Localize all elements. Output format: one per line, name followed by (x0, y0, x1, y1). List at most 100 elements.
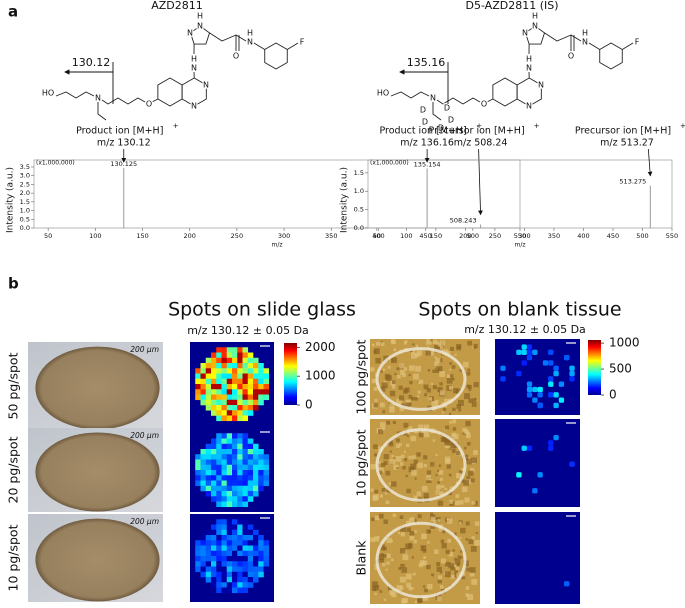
ms-pixel (221, 363, 228, 369)
tissue-texture (449, 362, 452, 365)
tissue-texture (383, 355, 389, 362)
ms-pixel (226, 587, 233, 594)
tissue-texture (424, 393, 428, 397)
ms-pixel (216, 454, 222, 460)
ms-pixel (221, 480, 228, 487)
ms-pixel (263, 561, 270, 567)
ms-pixel (226, 384, 233, 390)
ms-pixel (226, 438, 233, 445)
ms-pixel (237, 464, 243, 471)
ms-pixel (226, 519, 233, 525)
ms-pixel (532, 349, 538, 355)
ms-pixel (258, 535, 264, 541)
ms-pixel (226, 501, 233, 508)
ms-pixel (216, 496, 222, 502)
ms-pixel (553, 434, 559, 441)
ms-pixel (263, 394, 270, 401)
tissue-texture (392, 513, 397, 518)
ms-pixel (253, 480, 259, 487)
ms-pixel (216, 566, 222, 573)
ms-pixel (211, 410, 217, 416)
y-tick-label: 3.0 (20, 172, 30, 180)
tissue-texture (410, 517, 414, 521)
tissue-texture (439, 477, 443, 481)
ms-pixel (211, 378, 217, 385)
ms-pixel (258, 454, 264, 460)
ms-pixel (253, 389, 259, 395)
tissue-texture (451, 365, 456, 369)
tissue-texture (383, 460, 388, 465)
tissue-texture (415, 365, 422, 372)
tissue-texture (437, 575, 443, 580)
ms-pixel (232, 556, 238, 562)
tissue-texture (380, 370, 383, 373)
ms-pixel (532, 386, 538, 393)
spot-ring (375, 347, 467, 411)
ms-pixel (242, 443, 249, 450)
tissue-texture (442, 411, 445, 414)
ms-pixel (205, 368, 212, 374)
ms-pixel (221, 443, 228, 450)
tissue-texture (423, 432, 430, 438)
bond (151, 98, 159, 103)
ms-pixel (216, 587, 222, 594)
ms-pixel (232, 501, 238, 508)
ms-pixel (232, 540, 238, 546)
x-tick-label: 150 (430, 232, 442, 240)
ms-pixel (216, 368, 222, 374)
tissue-texture (438, 358, 443, 363)
ms-pixel (258, 470, 264, 476)
atom-label: O (146, 100, 152, 109)
ms-pixel (237, 501, 243, 508)
tissue-texture (452, 549, 455, 552)
tissue-texture (411, 469, 417, 476)
atom-label: HO (42, 89, 54, 98)
ms-pixel (242, 556, 249, 562)
x-tick-label: 400 (372, 232, 384, 240)
tissue-texture (387, 439, 393, 445)
ms-pixel (216, 485, 222, 492)
ms-pixel (226, 545, 233, 552)
ms-pixel (195, 540, 201, 546)
tissue-texture (370, 517, 375, 522)
ms-pixel (526, 349, 533, 355)
ms-pixel (216, 540, 222, 546)
ms-pixel (548, 381, 554, 387)
ms-pixel (205, 561, 212, 567)
ms-pixel (221, 415, 228, 422)
ms-pixel (195, 378, 201, 385)
tissue-texture (430, 462, 435, 467)
atom-label: D (420, 106, 426, 115)
peak-label: 513.275 (619, 178, 646, 186)
ms-pixel (216, 378, 222, 385)
ms-pixel (211, 454, 217, 460)
ms-pixel (247, 378, 254, 385)
ms-pixel (205, 363, 212, 369)
ms-pixel (258, 363, 264, 369)
tissue-texture (426, 475, 432, 481)
ms-pixel (216, 550, 222, 557)
ms-pixel (211, 394, 217, 401)
ms-pixel (221, 571, 228, 578)
ms-pixel (195, 394, 201, 401)
tissue-texture (444, 439, 451, 446)
tissue-texture (465, 521, 470, 526)
tissue-texture (416, 395, 420, 398)
tissue-texture (451, 448, 456, 453)
compound-name: D5-AZD2811 (IS) (465, 0, 558, 12)
ms-pixel (247, 410, 254, 416)
tissue-texture (473, 450, 478, 455)
ms-pixel (242, 485, 249, 492)
ms-pixel (216, 433, 222, 439)
tissue-texture (438, 470, 444, 475)
y-tick-label: 0.0 (354, 224, 364, 232)
tissue-texture (421, 533, 427, 540)
tissue-texture (375, 341, 380, 346)
tissue-texture (386, 420, 391, 425)
tissue-texture (470, 478, 475, 483)
tissue-texture (444, 561, 450, 567)
tissue-texture (444, 456, 451, 463)
ms-pixel (216, 470, 222, 476)
tissue-texture (374, 566, 378, 570)
ms-pixel (569, 461, 575, 467)
